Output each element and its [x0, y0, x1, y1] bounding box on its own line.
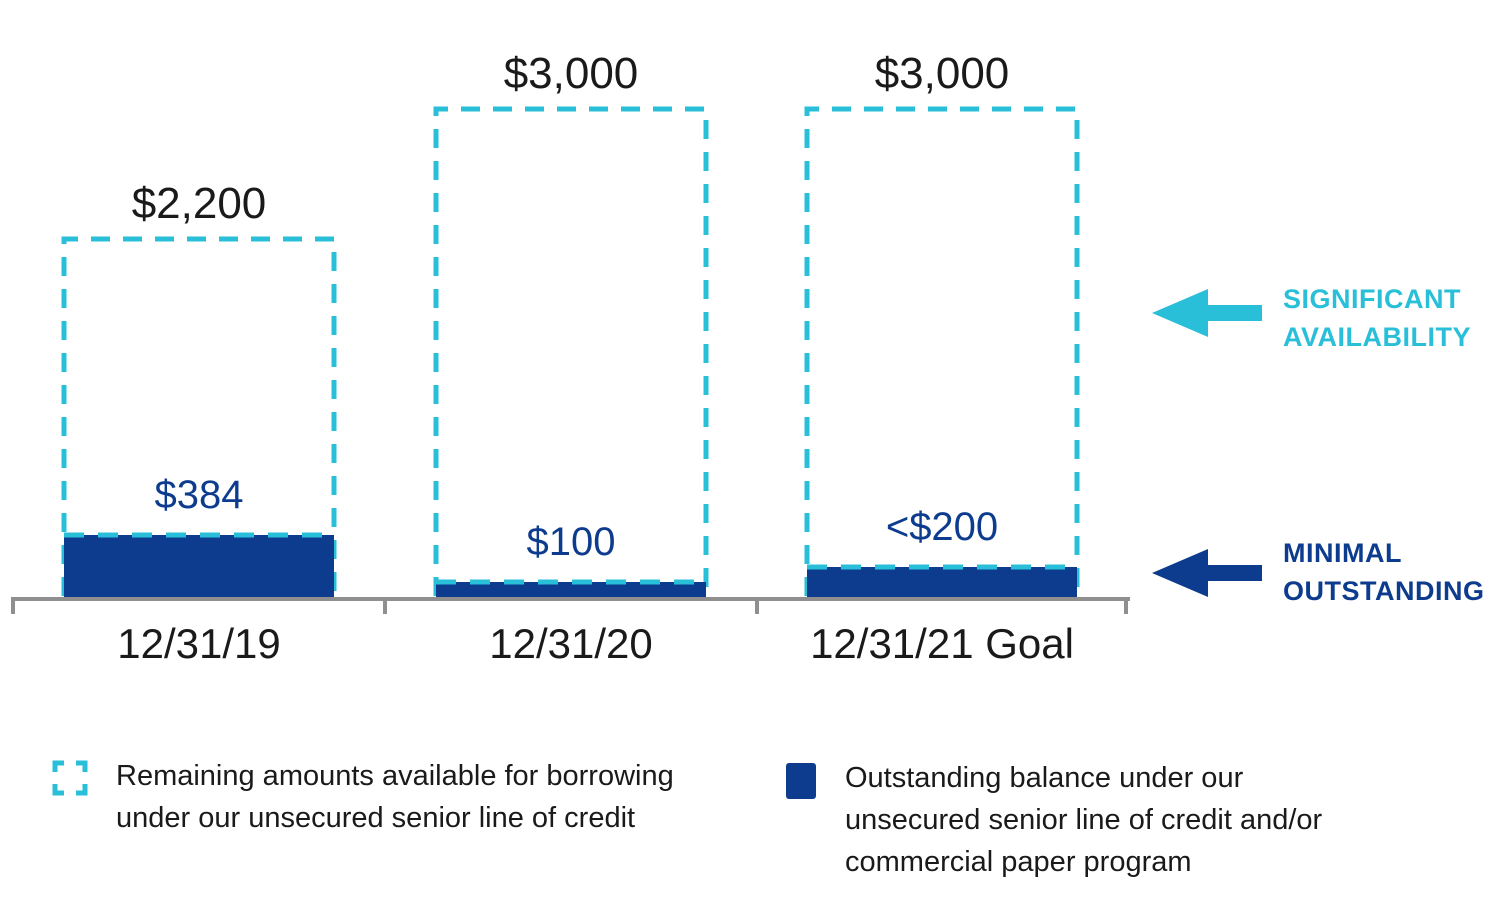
caption-line: OUTSTANDING — [1283, 576, 1485, 606]
legend-line: Outstanding balance under our — [845, 762, 1244, 794]
x-axis-tick — [755, 597, 759, 614]
caption-line: AVAILABILITY — [1283, 322, 1471, 352]
total-capacity-label: $3,000 — [503, 49, 639, 98]
legend-line: under our unsecured senior line of credi… — [116, 802, 636, 834]
legend-line: Remaining amounts available for borrowin… — [116, 760, 674, 792]
dashed-box-swatch-icon — [52, 760, 88, 796]
outstanding-value-label: $100 — [526, 520, 616, 564]
legend-line: commercial paper program — [845, 846, 1192, 878]
category-label: 12/31/20 — [489, 620, 653, 667]
available-capacity-dashed-box — [433, 106, 709, 596]
x-axis-line — [11, 597, 1130, 601]
category-label: 12/31/19 — [117, 620, 281, 667]
available-capacity-dashed-box — [61, 236, 337, 596]
caption-line: MINIMAL — [1283, 538, 1402, 568]
significant-availability-label: SIGNIFICANT AVAILABILITY — [1283, 280, 1471, 356]
caption-line: SIGNIFICANT — [1283, 284, 1461, 314]
outstanding-value-label: <$200 — [885, 505, 999, 549]
legend-text-available: Remaining amounts available for borrowin… — [116, 755, 674, 839]
outstanding-balance-bar — [807, 567, 1077, 598]
total-capacity-label: $2,200 — [131, 179, 267, 228]
legend-item-outstanding: Outstanding balance under our unsecured … — [786, 757, 1322, 883]
legend-line: unsecured senior line of credit and/or — [845, 804, 1323, 836]
x-axis-tick — [1124, 597, 1128, 614]
available-capacity-dashed-box — [804, 106, 1080, 596]
legend-text-outstanding: Outstanding balance under our unsecured … — [845, 757, 1322, 883]
total-capacity-label: $3,000 — [874, 49, 1010, 98]
outstanding-value-label: $384 — [154, 473, 244, 517]
significant-availability-arrow-icon — [1152, 289, 1262, 337]
legend-item-available: Remaining amounts available for borrowin… — [52, 755, 674, 839]
minimal-outstanding-label: MINIMAL OUTSTANDING — [1283, 534, 1485, 610]
category-label: 12/31/21 Goal — [810, 620, 1074, 667]
x-axis-tick — [383, 597, 387, 614]
minimal-outstanding-arrow-icon — [1152, 549, 1262, 597]
outstanding-balance-bar — [64, 535, 334, 598]
outstanding-balance-bar — [436, 582, 706, 598]
x-axis-tick — [11, 597, 15, 614]
solid-box-swatch-icon — [786, 763, 816, 799]
